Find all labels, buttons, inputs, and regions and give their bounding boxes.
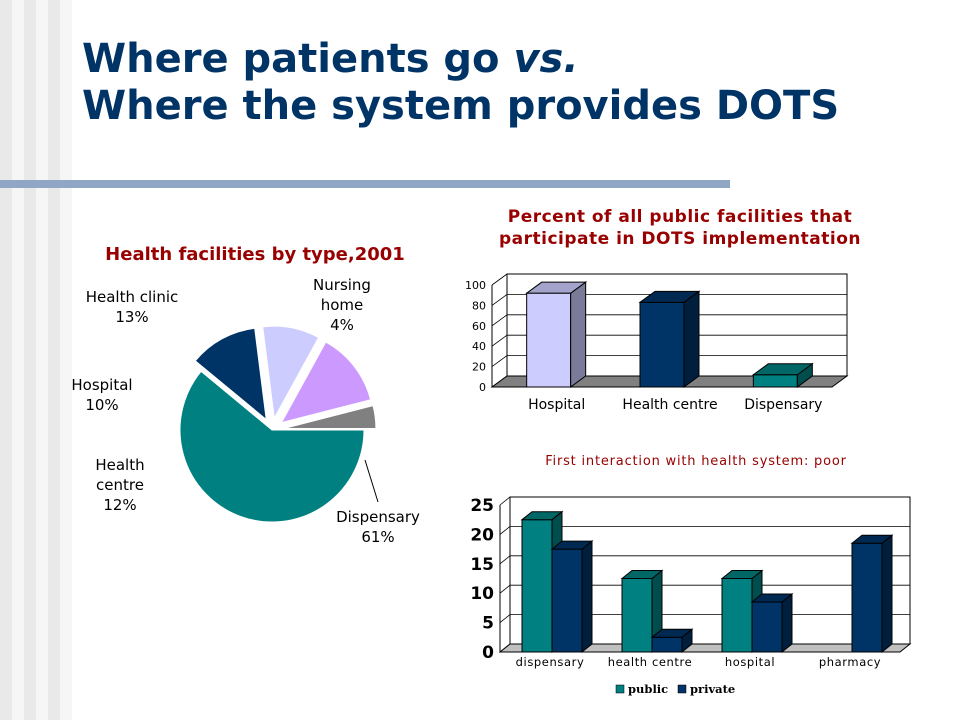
slide-title-plain: Where patients go	[82, 36, 514, 82]
pie-label-health-centre: Health centre 12%	[95, 456, 144, 514]
poor-chart-gridline-side	[499, 496, 511, 506]
poor-legend-swatch-private	[677, 684, 687, 694]
poor-bar-public-dispensary	[521, 519, 553, 653]
pie-label-line: 10%	[85, 396, 118, 414]
dots-bar-health-centre	[639, 301, 685, 388]
pie-title: Health facilities by type,2001	[105, 244, 405, 265]
pie-slice-hospital	[262, 325, 320, 420]
dots-chart-xtick-dispensary: Dispensary	[744, 397, 822, 413]
dots-chart-gridline-side	[491, 273, 508, 286]
pie-label-line: centre	[96, 476, 144, 494]
dots-chart-title-line-2: participate in DOTS implementation	[499, 229, 861, 249]
poor-bar-top-private-hospital	[750, 593, 794, 603]
title-divider	[0, 180, 730, 188]
dots-bar-side-hospital	[570, 281, 587, 388]
poor-chart-gridline-side	[499, 555, 511, 565]
poor-bar-side-private-pharmacy	[881, 534, 893, 654]
pie-label-line: 12%	[103, 496, 136, 514]
poor-chart-xtick-dispensary: dispensary	[516, 655, 585, 669]
pie-label-dispensary: Dispensary 61%	[336, 508, 420, 546]
pie-slice-health-centre	[194, 327, 267, 421]
dots-chart-ytick-0: 0	[479, 381, 486, 394]
poor-bar-top-public-dispensary	[520, 511, 564, 521]
dots-chart-ytick-20: 20	[472, 361, 486, 374]
pie-label-line: Dispensary	[336, 508, 420, 526]
pie-slice-nursing-home	[283, 405, 377, 429]
pie-label-hospital: Hospital 10%	[71, 376, 132, 414]
pie-label-line: 13%	[115, 308, 148, 326]
poor-bar-top-private-pharmacy	[850, 534, 894, 544]
dots-chart-ytick-100: 100	[465, 279, 486, 292]
poor-bar-private-pharmacy	[851, 542, 883, 653]
dots-bar-top-hospital	[525, 281, 588, 294]
poor-chart-xtick-pharmacy: pharmacy	[819, 655, 881, 669]
poor-chart-gridline-side	[499, 526, 511, 535]
poor-bar-public-hospital	[721, 578, 753, 653]
pie-label-health-clinic: Health clinic 13%	[86, 288, 179, 326]
slide-title-line-2: Where the system provides DOTS	[82, 83, 840, 129]
poor-bar-public-health-centre	[621, 578, 653, 653]
poor-chart-ytick-0: 0	[482, 643, 494, 663]
poor-bar-private-dispensary	[551, 548, 583, 653]
poor-chart-xtick-hospital: hospital	[725, 655, 775, 669]
bar-chart-first-interaction: First interaction with health system: po…	[470, 454, 912, 696]
poor-chart-gridline-side	[499, 584, 511, 594]
poor-chart-xtick-health-centre: health centre	[608, 655, 693, 669]
poor-bar-top-private-health-centre	[650, 628, 694, 638]
dots-chart-ytick-80: 80	[472, 299, 486, 312]
poor-chart-ytick-15: 15	[470, 555, 494, 575]
dots-chart-gridline-side	[491, 355, 508, 367]
poor-bar-private-hospital	[751, 601, 783, 653]
poor-legend-swatch-public	[615, 684, 625, 694]
dots-chart-ytick-40: 40	[472, 340, 486, 353]
pie-label-line: home	[321, 296, 364, 314]
poor-legend-label-public: public	[628, 682, 668, 696]
pie-chart-health-facilities: Health facilities by type,2001 Dispensary…	[71, 244, 420, 546]
poor-legend-label-private: private	[690, 682, 735, 696]
dots-chart-gridline-side	[491, 294, 508, 306]
dots-bar-side-health-centre	[683, 290, 700, 388]
dots-bar-dispensary	[752, 374, 798, 388]
dots-bar-top-dispensary	[751, 363, 814, 376]
poor-chart-ytick-20: 20	[470, 525, 494, 545]
dots-chart-title-line-1: Percent of all public facilities that	[508, 207, 853, 227]
pie-label-line: Health clinic	[86, 288, 179, 306]
dots-bar-top-health-centre	[638, 290, 701, 303]
bar-chart-dots-participation: Percent of all public facilities thatpar…	[465, 207, 861, 413]
poor-chart-gridline-side	[499, 614, 511, 623]
pie-slice-health-clinic	[280, 341, 372, 424]
poor-bar-top-private-dispensary	[550, 540, 594, 550]
dots-bar-hospital	[526, 292, 572, 388]
dots-chart-ytick-60: 60	[472, 320, 486, 333]
poor-bar-top-public-health-centre	[620, 570, 664, 579]
poor-chart-title: First interaction with health system: po…	[545, 454, 847, 469]
slide-title-line-1: Where patients go vs.	[82, 36, 839, 83]
poor-bar-side-private-hospital	[781, 592, 793, 654]
pie-label-nursing-home: Nursing home 4%	[313, 276, 371, 334]
poor-chart-ytick-25: 25	[470, 496, 494, 516]
dots-chart-gridline-side	[491, 334, 508, 347]
slide-title-italic: vs.	[513, 36, 579, 82]
poor-bar-side-private-dispensary	[581, 540, 593, 654]
poor-bar-private-health-centre	[651, 636, 683, 653]
dots-chart-xtick-health-centre: Health centre	[622, 397, 717, 413]
poor-chart-ytick-5: 5	[482, 614, 494, 634]
pie-label-line: Hospital	[71, 376, 132, 394]
pie-slice-dispensary	[179, 370, 365, 523]
dots-chart-gridline-side	[491, 314, 508, 327]
slide-title: Where patients go vs. Where the system p…	[82, 36, 839, 130]
pie-label-line: Nursing	[313, 276, 371, 294]
pie-label-line: 61%	[361, 528, 394, 546]
poor-chart-ytick-10: 10	[470, 584, 494, 604]
pie-label-line: Health	[95, 456, 144, 474]
dots-chart-xtick-hospital: Hospital	[528, 397, 585, 413]
poor-bar-top-public-hospital	[720, 570, 764, 579]
pie-label-line: 4%	[330, 316, 354, 334]
pie-leader-line-dispensary	[364, 459, 379, 503]
